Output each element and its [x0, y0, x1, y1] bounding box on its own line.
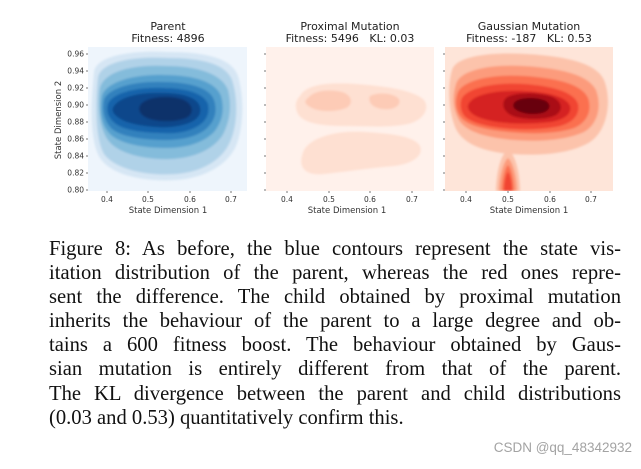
- caption-line: sent the difference. The child obtained …: [49, 286, 621, 309]
- y-tick-label: 0.86: [67, 135, 84, 144]
- watermark: CSDN @qq_48342932: [493, 440, 632, 455]
- gaussian-contours: [445, 47, 613, 191]
- caption-line: inherits the behaviour of the parent to …: [49, 310, 621, 333]
- y-tick-label: 0.96: [67, 50, 84, 59]
- proximal-contour-level-1b: [301, 131, 421, 175]
- parent-y-axis-label: State Dimension 2: [54, 81, 64, 160]
- gaussian-contour-level-7: [513, 98, 550, 115]
- y-tick-label: 0.90: [67, 101, 84, 110]
- x-tick-label: 0.7: [585, 195, 597, 204]
- caption-line: (0.03 and 0.53) quantitatively confirm t…: [49, 406, 404, 429]
- parent-contour-level-8: [139, 96, 192, 122]
- caption-line: sian mutation is entirely different from…: [49, 358, 621, 381]
- x-tick-label: 0.5: [323, 195, 335, 204]
- x-tick-label: 0.6: [364, 195, 376, 204]
- parent-title-line2: Fitness: 4896: [131, 32, 204, 45]
- proximal-mutation-panel: Proximal Mutation Fitness: 5496 KL: 0.03…: [264, 20, 434, 216]
- proximal-x-axis: 0.4 0.5 0.6 0.7: [281, 191, 418, 204]
- caption-line: tains a 600 fitness boost. The behaviour…: [49, 334, 621, 357]
- gaussian-x-axis-label: State Dimension 1: [490, 206, 569, 216]
- gaussian-contour-level-4b: [504, 172, 512, 191]
- figure-caption: Figure 8: As before, the blue contours r…: [49, 237, 621, 430]
- parent-panel: Parent Fitness: 4896 0.96 0.94 0.92 0.90…: [54, 20, 247, 216]
- y-tick-label: 0.88: [67, 118, 84, 127]
- x-tick-label: 0.7: [406, 195, 418, 204]
- proximal-x-axis-label: State Dimension 1: [308, 206, 387, 216]
- y-tick-label: 0.82: [67, 169, 84, 178]
- y-tick-label: 0.84: [67, 152, 84, 161]
- gaussian-mutation-panel: Gaussian Mutation Fitness: -187 KL: 0.53: [443, 20, 613, 216]
- proximal-contour-level-2: [305, 90, 351, 111]
- parent-contours: [88, 47, 247, 191]
- gaussian-y-ticks: [443, 53, 445, 191]
- caption-line: The KL divergence between the parent and…: [49, 382, 621, 405]
- figure-8: Parent Fitness: 4896 0.96 0.94 0.92 0.90…: [54, 20, 613, 216]
- caption-line: Figure 8: As before, the blue contours r…: [49, 238, 621, 260]
- x-tick-label: 0.6: [184, 195, 196, 204]
- proximal-contour-level-2b: [369, 93, 400, 110]
- parent-x-axis-label: State Dimension 1: [129, 206, 208, 216]
- gaussian-title-line1: Gaussian Mutation: [478, 20, 581, 33]
- x-tick-label: 0.4: [460, 195, 472, 204]
- y-tick-label: 0.94: [67, 67, 84, 76]
- gaussian-title-line2: Fitness: -187 KL: 0.53: [466, 32, 592, 45]
- proximal-title-line1: Proximal Mutation: [300, 20, 399, 33]
- proximal-title-line2: Fitness: 5496 KL: 0.03: [286, 32, 415, 45]
- x-tick-label: 0.7: [225, 195, 237, 204]
- parent-title-line1: Parent: [150, 20, 186, 33]
- parent-x-axis: 0.4 0.5 0.6 0.7: [101, 191, 237, 204]
- y-tick-label: 0.80: [67, 186, 84, 195]
- parent-y-axis: 0.96 0.94 0.92 0.90 0.88 0.86 0.84 0.82 …: [67, 50, 88, 195]
- proximal-y-ticks: [264, 53, 266, 191]
- caption-line: itation distribution of the parent, wher…: [49, 262, 621, 285]
- proximal-contours: [266, 47, 434, 191]
- x-tick-label: 0.4: [281, 195, 293, 204]
- x-tick-label: 0.5: [142, 195, 154, 204]
- x-tick-label: 0.4: [101, 195, 113, 204]
- x-tick-label: 0.6: [544, 195, 556, 204]
- y-tick-label: 0.92: [67, 84, 84, 93]
- x-tick-label: 0.5: [502, 195, 514, 204]
- gaussian-x-axis: 0.4 0.5 0.6 0.7: [460, 191, 597, 204]
